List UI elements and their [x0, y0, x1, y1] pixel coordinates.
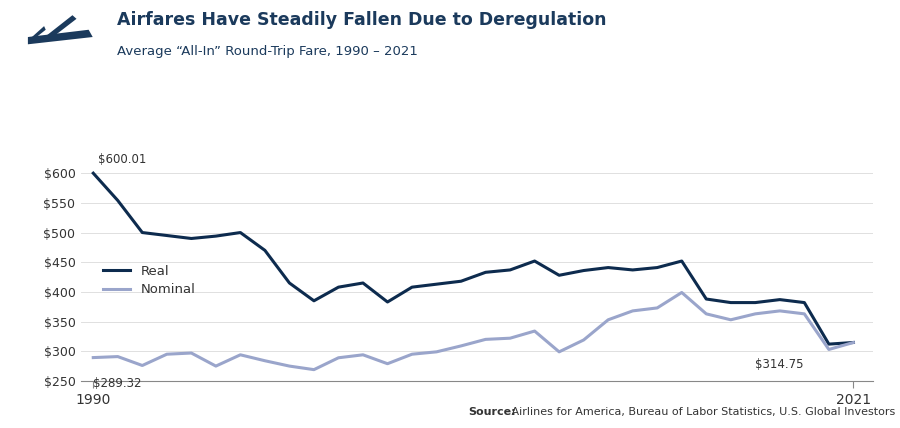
Text: $314.75: $314.75 — [755, 358, 804, 372]
Text: Airfares Have Steadily Fallen Due to Deregulation: Airfares Have Steadily Fallen Due to Der… — [117, 11, 607, 29]
Text: Average “All-In” Round-Trip Fare, 1990 – 2021: Average “All-In” Round-Trip Fare, 1990 –… — [117, 45, 418, 58]
Text: Airlines for America, Bureau of Labor Statistics, U.S. Global Investors: Airlines for America, Bureau of Labor St… — [508, 407, 896, 417]
Polygon shape — [40, 15, 76, 41]
Text: $289.32: $289.32 — [94, 377, 142, 390]
Polygon shape — [28, 26, 46, 41]
Legend: Real, Nominal: Real, Nominal — [104, 265, 195, 296]
Text: $600.01: $600.01 — [98, 153, 147, 166]
Text: Source:: Source: — [468, 407, 516, 417]
Polygon shape — [28, 30, 93, 45]
